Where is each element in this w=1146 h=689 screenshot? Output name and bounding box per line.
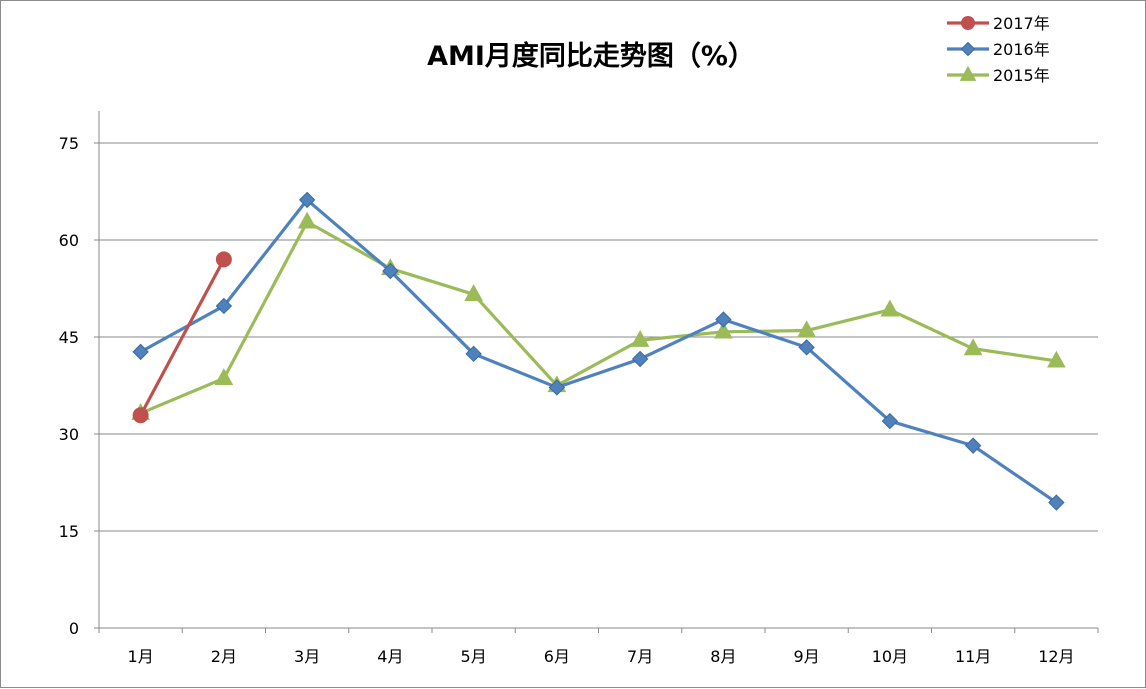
data-point [464, 284, 483, 301]
data-point [963, 338, 983, 356]
data-point [630, 330, 650, 347]
data-point [215, 251, 232, 268]
data-point [964, 437, 982, 454]
chart-title: AMI月度同比走势图（%） [427, 40, 755, 72]
data-point [298, 191, 316, 209]
y-tick-label: 15 [59, 522, 79, 541]
legend-label: 2015年 [993, 66, 1050, 85]
y-axis-ticks: 0 15 30 45 60 75 [59, 134, 79, 638]
legend-item: 2017年 [947, 14, 1050, 33]
y-tick-label: 60 [59, 231, 79, 250]
x-tick-label: 1月 [128, 647, 154, 666]
x-tick-label: 6月 [544, 647, 570, 666]
x-tick-label: 7月 [627, 647, 653, 666]
axes [94, 111, 1099, 633]
data-point [214, 368, 234, 386]
data-point [548, 379, 566, 396]
x-tick-label: 5月 [461, 647, 487, 666]
legend-label: 2016年 [993, 40, 1050, 59]
series-line [139, 258, 226, 417]
data-point [297, 211, 317, 229]
data-point [880, 299, 900, 317]
legend-marker [959, 65, 977, 81]
x-tick-label: 10月 [872, 647, 908, 666]
x-tick-label: 11月 [955, 647, 991, 666]
series-0 [132, 251, 232, 424]
data-point [714, 321, 733, 339]
legend-item: 2015年 [947, 65, 1050, 85]
data-point [1048, 494, 1065, 511]
legend: 2017年 2016年 2015年 [947, 14, 1050, 85]
data-point [797, 320, 816, 338]
x-tick-label: 4月 [377, 647, 403, 666]
data-point [881, 412, 899, 430]
legend-marker [961, 16, 975, 30]
series-line [140, 220, 1057, 415]
data-point [631, 350, 649, 368]
x-tick-label: 8月 [710, 647, 736, 666]
x-axis-ticks: 1月 2月 3月 4月 5月 6月 7月 8月 9月 10月 11月 12月 [128, 647, 1075, 666]
series-line [139, 198, 1058, 504]
x-tick-label: 2月 [211, 647, 237, 666]
x-tick-label: 3月 [294, 647, 320, 666]
series-group [131, 191, 1066, 511]
x-tick-label: 12月 [1038, 647, 1074, 666]
y-tick-label: 45 [59, 328, 79, 347]
data-point [215, 297, 233, 315]
y-tick-label: 0 [69, 619, 79, 638]
data-point [132, 407, 149, 424]
data-point [465, 345, 482, 363]
data-point [1047, 350, 1066, 368]
data-point [132, 343, 149, 361]
legend-label: 2017年 [993, 14, 1050, 33]
x-tick-label: 9月 [794, 647, 820, 666]
data-point [798, 339, 815, 356]
y-tick-label: 30 [59, 425, 79, 444]
legend-item: 2016年 [947, 40, 1050, 59]
legend-marker [960, 41, 976, 57]
y-tick-label: 75 [59, 134, 79, 153]
data-point [715, 311, 732, 328]
series-1 [132, 191, 1065, 511]
data-point [382, 262, 399, 280]
